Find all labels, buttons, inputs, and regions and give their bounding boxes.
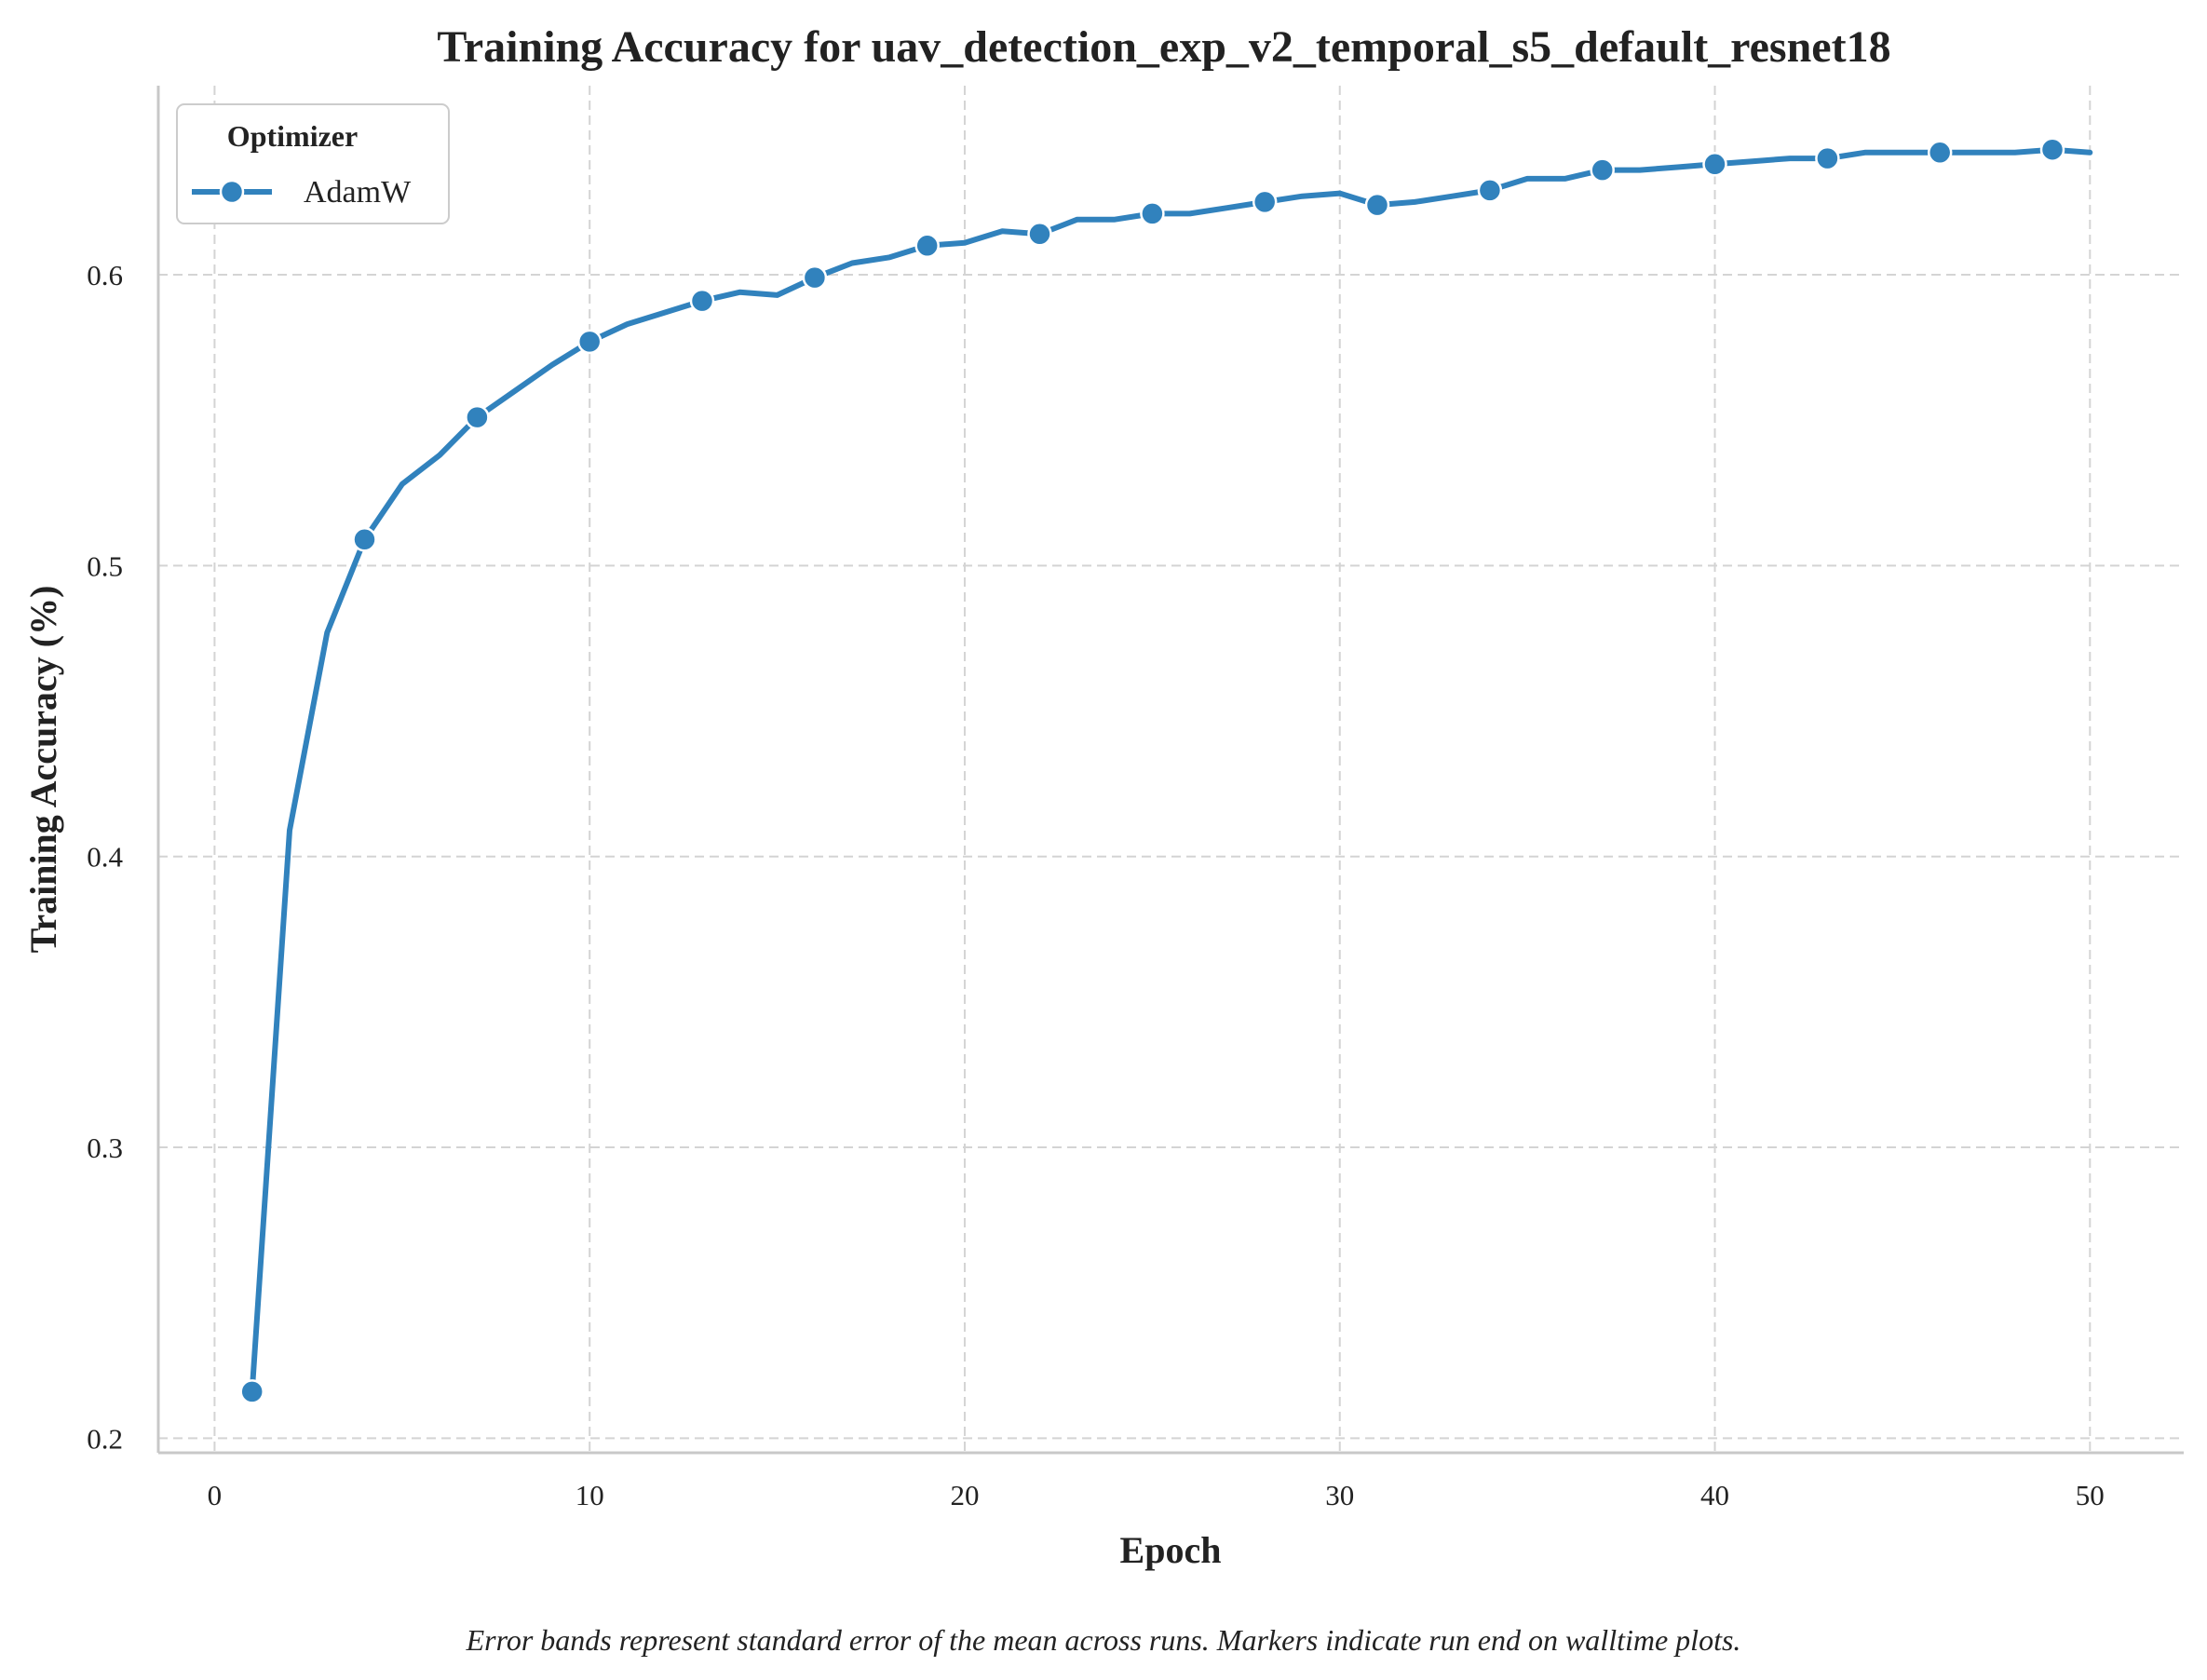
data-point-marker <box>1702 152 1727 177</box>
x-tick-label: 10 <box>575 1479 604 1511</box>
x-tick-label: 40 <box>1700 1479 1729 1511</box>
legend-label-adamw: AdamW <box>304 175 412 210</box>
data-point-marker <box>1477 178 1503 203</box>
data-point-marker <box>239 1379 264 1404</box>
y-tick-label: 0.2 <box>87 1422 123 1455</box>
y-tick-label: 0.5 <box>87 549 123 582</box>
data-point-marker <box>1590 157 1615 183</box>
y-tick-label: 0.4 <box>87 841 123 874</box>
data-point-marker <box>1140 201 1165 226</box>
legend-marker-adamw <box>219 179 245 205</box>
chart-title: Training Accuracy for uav_detection_exp_… <box>437 22 1890 72</box>
y-tick-label: 0.6 <box>87 259 123 291</box>
series-area <box>239 137 2093 1404</box>
data-point-marker <box>1927 140 1953 166</box>
data-point-marker <box>914 233 940 259</box>
data-point-marker <box>689 288 715 314</box>
data-point-marker <box>465 404 490 430</box>
data-point-marker <box>1815 145 1840 171</box>
y-axis-label: Training Accuracy (%) <box>22 586 64 954</box>
legend: Optimizer AdamW <box>176 103 450 224</box>
data-point-marker <box>576 329 603 355</box>
x-tick-label: 30 <box>1325 1479 1354 1511</box>
x-axis-label: Epoch <box>1120 1529 1222 1571</box>
gridlines <box>158 86 2184 1453</box>
axis-ticks: 0 10 20 30 40 50 0.2 0.3 0.4 0.5 0.6 <box>87 259 2105 1511</box>
series-line-adamw <box>249 146 2093 1395</box>
data-point-marker <box>2039 137 2065 162</box>
x-tick-label: 20 <box>950 1479 979 1511</box>
legend-title: Optimizer <box>227 119 358 153</box>
x-tick-label: 50 <box>2076 1479 2105 1511</box>
x-tick-label: 0 <box>208 1479 223 1511</box>
data-point-marker <box>802 264 828 291</box>
y-tick-label: 0.3 <box>87 1131 123 1164</box>
data-point-marker <box>1027 222 1052 247</box>
data-point-marker <box>1252 189 1278 215</box>
data-point-marker <box>352 527 377 552</box>
chart-caption: Error bands represent standard error of … <box>466 1623 1741 1657</box>
data-point-marker <box>1364 192 1390 218</box>
